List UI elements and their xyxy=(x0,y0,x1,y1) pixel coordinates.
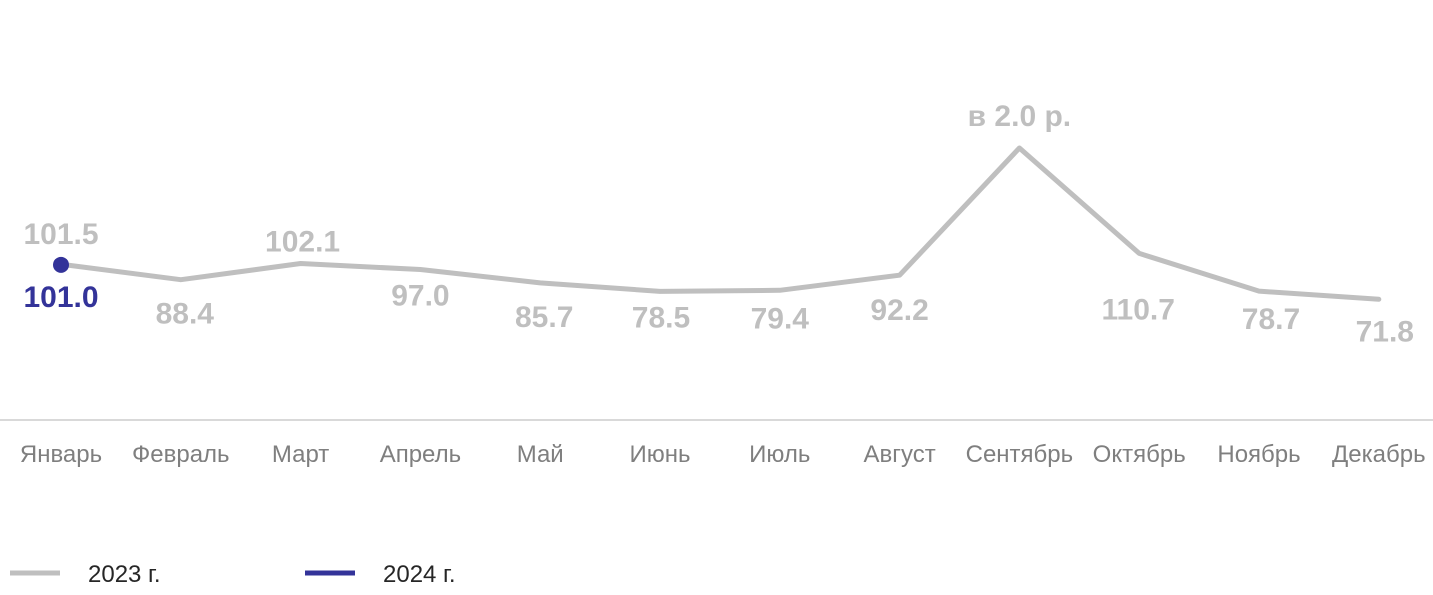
category-label: Январь xyxy=(20,441,102,468)
data-label: 101.5 xyxy=(23,218,98,251)
category-label: Ноябрь xyxy=(1217,441,1300,468)
series-line-0 xyxy=(58,145,1382,302)
data-label: 101.0 xyxy=(23,281,98,314)
series-layer xyxy=(53,145,1382,302)
data-label: 78.5 xyxy=(632,301,690,334)
legend: 2023 г. 2024 г. xyxy=(10,561,456,588)
category-label: Декабрь xyxy=(1332,441,1426,468)
category-label: Апрель xyxy=(380,441,461,468)
category-label: Май xyxy=(517,441,564,468)
category-label: Сентябрь xyxy=(966,441,1074,468)
data-label-layer: 101.5 88.4 102.1 97.0 85.7 78.5 79.4 92.2 в 2.0 … xyxy=(23,100,1414,348)
data-label: 85.7 xyxy=(515,301,573,334)
category-label: Июнь xyxy=(629,441,690,468)
data-label: 78.7 xyxy=(1242,303,1300,336)
legend-label: 2023 г. xyxy=(88,561,161,588)
category-axis: Январь Февраль Март Апрель Май Июнь Июль Август… xyxy=(20,441,1426,468)
data-label: 110.7 xyxy=(1101,293,1174,326)
category-label: Октябрь xyxy=(1093,441,1186,468)
data-label: 79.4 xyxy=(751,302,810,335)
series-point-1 xyxy=(53,256,69,273)
data-label: в 2.0 р. xyxy=(968,100,1071,133)
data-label: 71.8 xyxy=(1356,315,1414,348)
data-label: 92.2 xyxy=(870,294,928,327)
data-label: 97.0 xyxy=(391,280,449,313)
category-label: Февраль xyxy=(132,441,230,468)
category-label: Март xyxy=(272,441,329,468)
legend-label: 2024 г. xyxy=(383,561,456,588)
data-label: 88.4 xyxy=(156,298,215,331)
data-label: 102.1 xyxy=(265,226,340,259)
category-label: Июль xyxy=(749,441,810,468)
category-label: Август xyxy=(863,441,935,468)
